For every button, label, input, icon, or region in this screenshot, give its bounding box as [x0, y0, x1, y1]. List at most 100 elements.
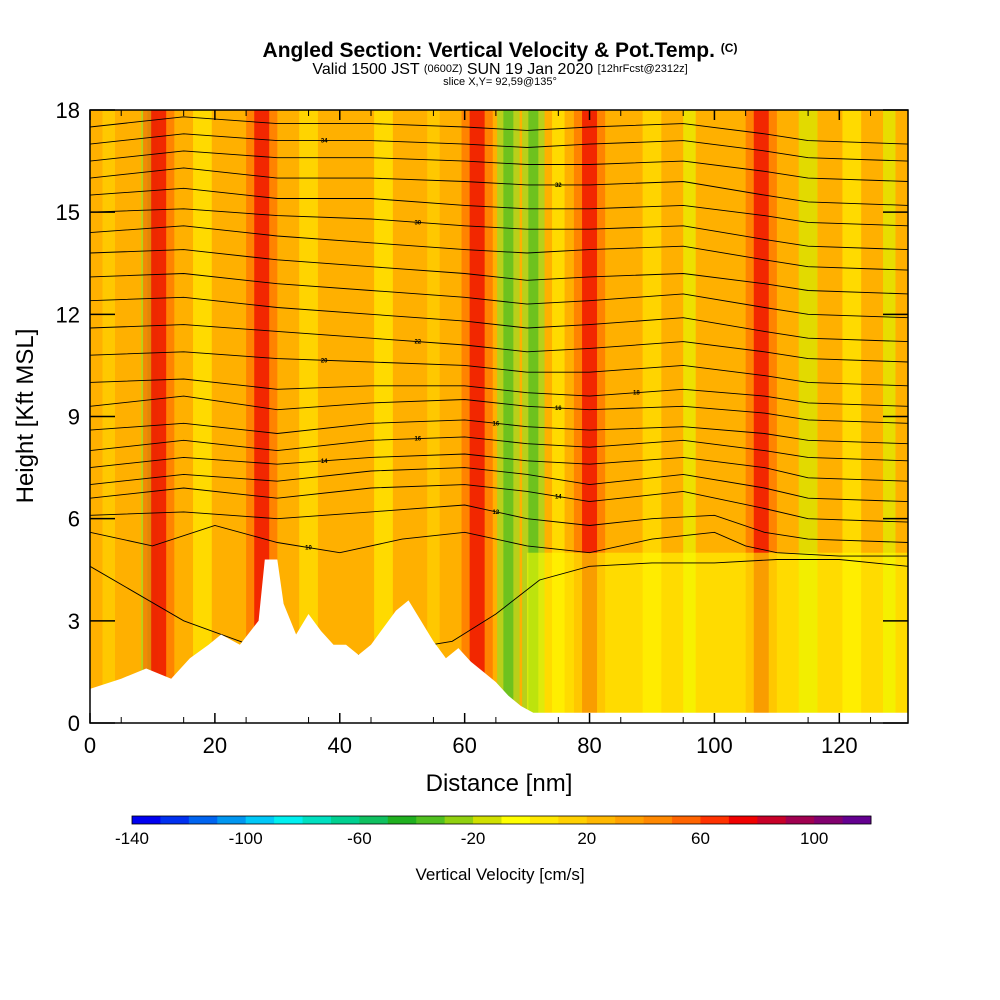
- colorbar-swatch-14: [529, 816, 559, 824]
- colorbar-swatch-17: [615, 816, 645, 824]
- theta-contour-label-10: 20: [321, 358, 328, 364]
- valid-utc: (0600Z): [423, 63, 463, 75]
- colorbar-tick-label-20: 20: [577, 829, 596, 848]
- theta-contour-label-1: 10: [305, 546, 312, 552]
- slice-info: slice X,Y= 92,59@135°: [443, 76, 557, 88]
- theta-contour-label-7: 16: [493, 421, 500, 427]
- x-tick-label-120: 120: [821, 733, 858, 758]
- x-tick-label-60: 60: [452, 733, 476, 758]
- colorbar-swatch-8: [359, 816, 389, 824]
- colorbar-swatch-2: [188, 816, 218, 824]
- colorbar-swatch-20: [700, 816, 730, 824]
- y-tick-label-0: 0: [68, 711, 80, 736]
- theta-contours: 610121414161616182022303234: [90, 116, 908, 659]
- theta-contour-label-9: 18: [633, 391, 640, 397]
- theta-contour-label-2: 12: [493, 510, 500, 516]
- low-level-region: [527, 552, 908, 723]
- y-tick-label-6: 6: [68, 507, 80, 532]
- colorbar-swatch-1: [160, 816, 190, 824]
- velocity-columns: [102, 110, 908, 723]
- colorbar-tick-label-60: 60: [691, 829, 710, 848]
- colorbar-swatch-4: [245, 816, 275, 824]
- theta-contour-17: [90, 187, 908, 227]
- colorbar-swatch-24: [814, 816, 843, 824]
- colorbar-swatch-0: [132, 816, 161, 824]
- theta-contour-19: [90, 150, 908, 182]
- theta-contour-10: [90, 351, 908, 387]
- y-tick-label-12: 12: [56, 302, 80, 327]
- x-tick-label-40: 40: [328, 733, 352, 758]
- updraft-band-core-2: [469, 110, 485, 723]
- colorbar-swatch-5: [274, 816, 303, 824]
- colorbar-swatch-16: [586, 816, 616, 824]
- colorbar-swatch-18: [643, 816, 673, 824]
- theta-contour-2: [90, 504, 908, 543]
- chart-title-text: Angled Section: Vertical Velocity & Pot.…: [262, 39, 715, 62]
- y-tick-label-3: 3: [68, 609, 80, 634]
- theta-contour-20: [90, 133, 908, 162]
- colorbar-swatch-6: [302, 816, 332, 824]
- theta-contour-4: [90, 467, 908, 503]
- colorbar-swatch-23: [785, 816, 815, 824]
- chart-subtitle: Valid 1500 JST (0600Z) SUN 19 Jan 2020 […: [0, 60, 1000, 79]
- colorbar-swatch-13: [501, 816, 531, 824]
- theta-contour-label-6: 16: [414, 437, 421, 443]
- theta-contour-15: [90, 225, 908, 271]
- colorbar-swatch-15: [558, 816, 588, 824]
- valid-prefix: Valid 1500 JST: [312, 61, 420, 78]
- theta-contour-5: [90, 453, 908, 482]
- theta-contour-6: [90, 436, 908, 462]
- y-tick-label-15: 15: [56, 200, 80, 225]
- theta-contour-9: [90, 378, 908, 407]
- y-tick-label-9: 9: [68, 405, 80, 430]
- theta-contour-label-3: 14: [555, 495, 562, 501]
- colorbar-swatch-12: [473, 816, 502, 824]
- background-band-1: [193, 110, 212, 723]
- colorbar-tick-label--100: -100: [229, 829, 263, 848]
- colorbar-tick-label--60: -60: [347, 829, 372, 848]
- colorbar-tick-label--20: -20: [461, 829, 486, 848]
- x-axis-label: Distance [nm]: [426, 770, 573, 797]
- theta-contour-16: [90, 208, 908, 251]
- background-band-4: [427, 110, 440, 723]
- theta-contour-11: [90, 324, 908, 363]
- colorbar-swatch-9: [387, 816, 417, 824]
- x-tick-label-80: 80: [577, 733, 601, 758]
- theta-contour-label-8: 16: [555, 406, 562, 412]
- theta-contour-1: [90, 525, 908, 557]
- x-tick-label-100: 100: [696, 733, 733, 758]
- colorbar-swatch-3: [217, 816, 247, 824]
- theta-contour-8: [90, 395, 908, 424]
- theta-contour-18: [90, 167, 908, 206]
- colorbar-tick-label--140: -140: [115, 829, 149, 848]
- colorbar-swatch-7: [330, 816, 360, 824]
- theta-contour-label-16: 30: [414, 220, 421, 226]
- theta-contour-label-20: 34: [321, 139, 328, 145]
- background-band-2: [299, 110, 318, 723]
- colorbar-swatch-21: [728, 816, 758, 824]
- theta-contour-13: [90, 273, 908, 319]
- y-tick-label-18: 18: [56, 98, 80, 123]
- colorbar-tick-label-100: 100: [800, 829, 828, 848]
- colorbar-swatch-11: [444, 816, 474, 824]
- colorbar-label: Vertical Velocity [cm/s]: [415, 865, 584, 884]
- theta-contour-3: [90, 484, 908, 523]
- downdraft-band-core-1: [503, 110, 514, 723]
- colorbar-swatch-22: [757, 816, 787, 824]
- theta-contour-12: [90, 296, 908, 343]
- background-band-3: [374, 110, 393, 723]
- valid-forecast: [12hrFcst@2312z]: [597, 63, 688, 75]
- colorbar-swatch-25: [842, 816, 872, 824]
- colorbar-frame: [131, 815, 872, 825]
- chart-title-mark: (C): [720, 41, 738, 55]
- valid-date: SUN 19 Jan 2020: [466, 61, 594, 78]
- x-tick-label-0: 0: [84, 733, 96, 758]
- theta-contour-14: [90, 249, 908, 295]
- vertical-velocity-field: 610121414161616182022303234: [90, 110, 908, 723]
- updraft-band-core-0: [151, 110, 167, 723]
- theta-contour-label-18: 32: [555, 183, 562, 189]
- colorbar-swatch-19: [672, 816, 701, 824]
- x-tick-label-20: 20: [203, 733, 227, 758]
- colorbar: -140 -100 -60 -20 20 60 100: [115, 815, 872, 848]
- downdraft-band-core-2: [528, 110, 539, 723]
